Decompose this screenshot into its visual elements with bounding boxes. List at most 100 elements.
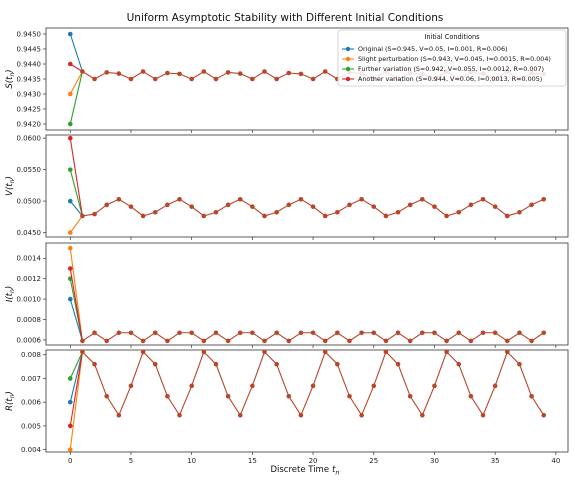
legend-entry-1: Slight perturbation (S=0.943, V=0.045, I… [358,55,551,63]
series-line-3-I [69,268,83,342]
common-point-V [371,204,377,209]
common-point-R [298,412,304,418]
series-point-0-S [67,31,73,37]
common-point-V [359,196,364,202]
common-point-R [480,412,486,418]
series-line-0-I [69,298,83,342]
common-point-I [165,338,170,344]
common-point-S [213,76,219,82]
x-axis-label-sub: n [335,469,339,477]
series-point-3-I [67,266,73,271]
common-point-I [505,338,510,344]
common-point-R [237,412,243,418]
common-point-R [383,349,389,355]
panel-R: 0.004 0.005 0.006 0.007 0.008 0 5 10 15 20 25 30 35 4… [5,349,569,465]
panel-I: 0.0006 0.0008 0.0010 0.0012 0.0014 I(tn) [5,242,569,348]
common-point-R [420,412,425,418]
common-point-V [250,204,255,209]
y-tick-label-V: 0.0500 [17,198,42,206]
y-axis-label-var: R( [5,401,15,411]
common-point-R [152,361,158,367]
common-point-V [407,202,413,208]
series-line-0-R [69,351,83,403]
common-point-V [80,213,85,219]
series-point-1-I [67,245,73,251]
common-point-I [432,330,437,336]
common-point-R [444,349,449,355]
common-point-I [116,330,122,336]
common-point-V [505,213,510,219]
legend-marker-3 [345,76,351,82]
x-tick-label: 10 [187,457,196,465]
series-line-3-S [69,63,83,72]
common-point-V [262,213,267,219]
common-point-I [177,330,182,336]
y-tick-label-V: 0.0450 [17,229,42,237]
y-axis-label-close: ) [5,69,15,73]
common-point-R [359,412,364,418]
common-point-R [529,393,534,399]
x-tick-label: 0 [68,457,72,465]
series-line-3-R [69,351,83,426]
common-point-R [274,361,279,367]
common-point-I [371,330,377,336]
y-axis-label-sub: n [9,179,16,183]
common-point-S [262,69,267,74]
common-point-R [213,361,219,367]
y-tick-label-I: 0.0010 [17,296,42,304]
y-axis-label-R: R(tn) [5,391,16,411]
common-point-V [104,202,109,208]
common-point-V [140,213,146,219]
common-point-I [286,338,292,344]
common-point-V [286,202,292,208]
common-point-I [262,338,267,344]
series-point-0-R [67,399,73,405]
common-point-R [92,361,97,367]
y-tick-label-S: 0.9450 [17,30,42,38]
y-tick-label-I: 0.0006 [17,336,42,344]
common-point-V [116,196,122,202]
common-point-I [104,338,109,344]
series-line-2-V [69,169,83,217]
common-point-I [250,330,255,336]
common-point-S [274,76,279,82]
common-point-I [444,338,449,344]
common-point-V [274,209,279,215]
y-tick-label-S: 0.9435 [17,75,42,83]
common-point-R [201,349,207,355]
common-point-S [286,70,292,76]
common-point-S [140,69,146,74]
common-point-R [104,393,109,399]
common-point-R [116,412,122,418]
plot-frame-V [45,134,569,238]
common-point-V [201,213,207,219]
x-axis-label: Discrete Time tn [270,465,339,477]
x-axis-label-text: Discrete Time [270,465,329,475]
common-point-S [128,76,134,82]
series-line-2-R [69,351,83,379]
x-tick-label: 15 [248,457,257,465]
common-point-V [383,213,389,219]
y-axis-label-sub: n [9,289,16,293]
common-point-R [80,349,85,355]
common-point-V [480,196,486,202]
common-point-I [420,330,425,336]
series-line-1-R [69,351,83,450]
common-point-V [92,211,97,217]
series-point-2-V [67,167,73,172]
common-point-R [225,393,231,399]
common-point-R [347,393,352,399]
series-point-1-R [67,447,73,452]
common-point-R [456,361,462,367]
common-point-S [225,70,231,75]
series-point-3-S [67,61,73,67]
common-point-S [152,76,158,82]
common-point-R [189,383,194,389]
common-point-R [128,383,134,389]
y-axis-label-var: I( [5,296,15,303]
legend-marker-0 [345,46,351,52]
panel-V: 0.0450 0.0500 0.0550 0.0600 V(tn) [5,134,569,240]
common-point-V [347,202,352,208]
common-point-S [116,71,122,76]
common-point-V [189,204,194,209]
